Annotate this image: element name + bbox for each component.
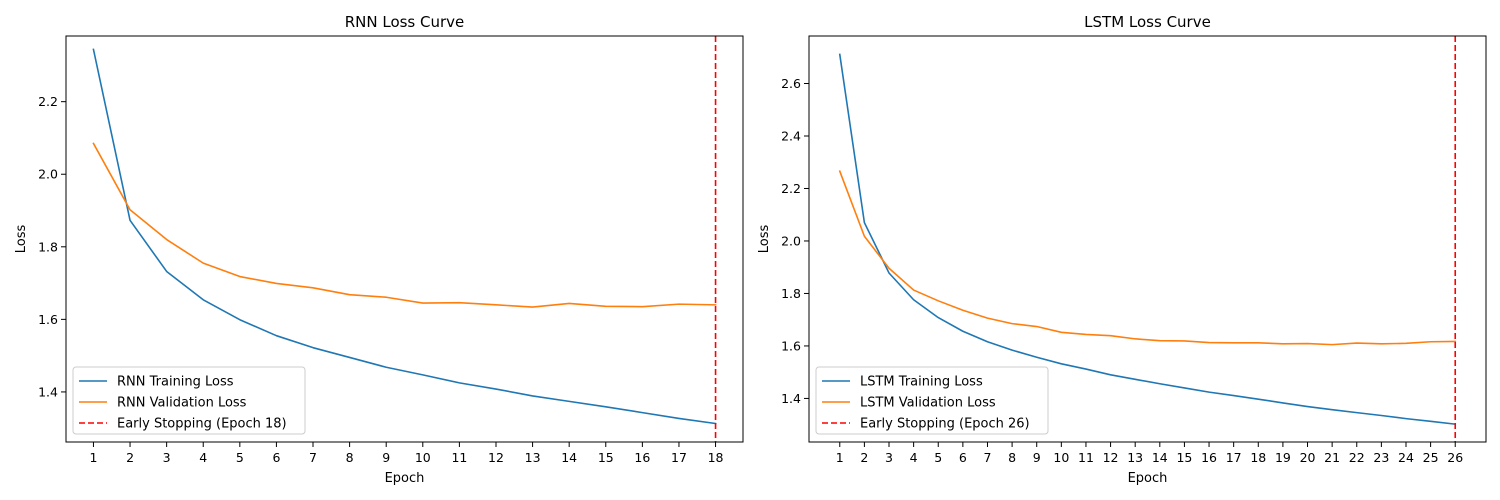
lstm-x-tick-label: 19	[1275, 450, 1291, 465]
rnn-legend-label-early-stopping: Early Stopping (Epoch 18)	[117, 417, 287, 432]
lstm-legend: LSTM Training Loss LSTM Validation Loss Ea…	[815, 366, 1049, 435]
rnn-y-tick-label: 1.8	[38, 239, 58, 254]
lstm-x-tick-label: 21	[1324, 450, 1340, 465]
rnn-legend: RNN Training Loss RNN Validation Loss Earl…	[72, 366, 306, 435]
lstm-chart-title: LSTM Loss Curve	[1084, 13, 1211, 31]
lstm-x-tick-label: 16	[1201, 450, 1217, 465]
lstm-x-tick-label: 17	[1226, 450, 1242, 465]
rnn-x-tick-label: 11	[451, 450, 467, 465]
lstm-y-tick-label: 1.6	[781, 338, 801, 353]
rnn-x-tick-label: 3	[163, 450, 171, 465]
rnn-y-tick-label: 1.6	[38, 312, 58, 327]
lstm-x-tick-label: 25	[1423, 450, 1439, 465]
lstm-x-tick-label: 11	[1078, 450, 1094, 465]
lstm-legend-box	[815, 366, 1049, 435]
rnn-series-training-line	[92, 48, 717, 425]
rnn-x-tick-label: 6	[272, 450, 280, 465]
lstm-x-ticks: 1 2 3 4 5 6 7 8 9 10 11 12 13 14 15 16 17 18 19 20 21 22 23 24 2…	[836, 442, 1463, 465]
rnn-x-tick-label: 17	[671, 450, 687, 465]
rnn-x-tick-label: 14	[561, 450, 577, 465]
lstm-axes-frame	[808, 35, 1487, 443]
lstm-x-tick-label: 5	[934, 450, 942, 465]
rnn-x-tick-label: 2	[126, 450, 134, 465]
rnn-y-tick-label: 2.0	[38, 167, 58, 182]
rnn-x-tick-label: 9	[382, 450, 390, 465]
lstm-x-tick-label: 7	[984, 450, 992, 465]
lstm-x-tick-label: 6	[959, 450, 967, 465]
lstm-x-tick-label: 3	[885, 450, 893, 465]
rnn-x-tick-label: 7	[309, 450, 317, 465]
lstm-x-tick-label: 20	[1300, 450, 1316, 465]
rnn-y-ticks: 1.4 1.6 1.8 2.0 2.2	[38, 94, 66, 399]
lstm-x-tick-label: 15	[1176, 450, 1192, 465]
rnn-x-tick-label: 12	[488, 450, 504, 465]
lstm-y-tick-label: 1.4	[781, 391, 801, 406]
lstm-legend-label-training: LSTM Training Loss	[860, 375, 983, 390]
rnn-x-tick-label: 10	[415, 450, 431, 465]
rnn-series-validation-line	[92, 142, 717, 308]
lstm-x-tick-label: 12	[1103, 450, 1119, 465]
lstm-y-tick-label: 2.2	[781, 181, 801, 196]
lstm-y-tick-label: 2.6	[781, 76, 801, 91]
lstm-x-tick-label: 22	[1349, 450, 1365, 465]
lstm-x-tick-label: 4	[910, 450, 918, 465]
lstm-x-tick-label: 23	[1373, 450, 1389, 465]
lstm-series-validation-line	[838, 170, 1457, 346]
rnn-legend-box	[72, 366, 306, 435]
lstm-x-tick-label: 2	[860, 450, 868, 465]
rnn-legend-label-validation: RNN Validation Loss	[117, 396, 247, 411]
lstm-x-tick-label: 18	[1250, 450, 1266, 465]
rnn-x-axis-label: Epoch	[385, 471, 425, 486]
rnn-x-tick-label: 15	[598, 450, 614, 465]
rnn-x-ticks: 1 2 3 4 5 6 7 8 9 10 11 12 13 14 15 16 17 18	[89, 442, 724, 465]
rnn-y-tick-label: 2.2	[38, 94, 58, 109]
lstm-series-training-line	[838, 53, 1457, 426]
lstm-x-tick-label: 26	[1447, 450, 1463, 465]
lstm-y-tick-label: 1.8	[781, 286, 801, 301]
lstm-y-tick-label: 2.4	[781, 128, 801, 143]
lstm-y-axis-label: Loss	[757, 225, 772, 254]
lstm-x-tick-label: 13	[1127, 450, 1143, 465]
lstm-x-tick-label: 9	[1033, 450, 1041, 465]
lstm-legend-label-early-stopping: Early Stopping (Epoch 26)	[860, 417, 1030, 432]
rnn-x-tick-label: 8	[346, 450, 354, 465]
rnn-x-tick-label: 18	[708, 450, 724, 465]
lstm-legend-label-validation: LSTM Validation Loss	[860, 396, 996, 411]
lstm-x-tick-label: 14	[1152, 450, 1168, 465]
lstm-x-tick-label: 24	[1398, 450, 1414, 465]
rnn-chart-title: RNN Loss Curve	[345, 13, 465, 31]
rnn-axes-frame	[65, 35, 744, 443]
lstm-y-tick-label: 2.0	[781, 233, 801, 248]
rnn-x-tick-label: 5	[236, 450, 244, 465]
lstm-x-tick-label: 10	[1053, 450, 1069, 465]
rnn-x-tick-label: 1	[89, 450, 97, 465]
rnn-y-axis-label: Loss	[14, 225, 29, 254]
rnn-legend-label-training: RNN Training Loss	[117, 375, 234, 390]
lstm-x-tick-label: 1	[836, 450, 844, 465]
rnn-x-tick-label: 13	[525, 450, 541, 465]
lstm-x-tick-label: 8	[1008, 450, 1016, 465]
rnn-x-tick-label: 4	[199, 450, 207, 465]
lstm-y-ticks: 1.4 1.6 1.8 2.0 2.2 2.4 2.6	[781, 76, 809, 406]
rnn-y-tick-label: 1.4	[38, 384, 58, 399]
rnn-x-tick-label: 16	[634, 450, 650, 465]
lstm-x-axis-label: Epoch	[1128, 471, 1168, 486]
